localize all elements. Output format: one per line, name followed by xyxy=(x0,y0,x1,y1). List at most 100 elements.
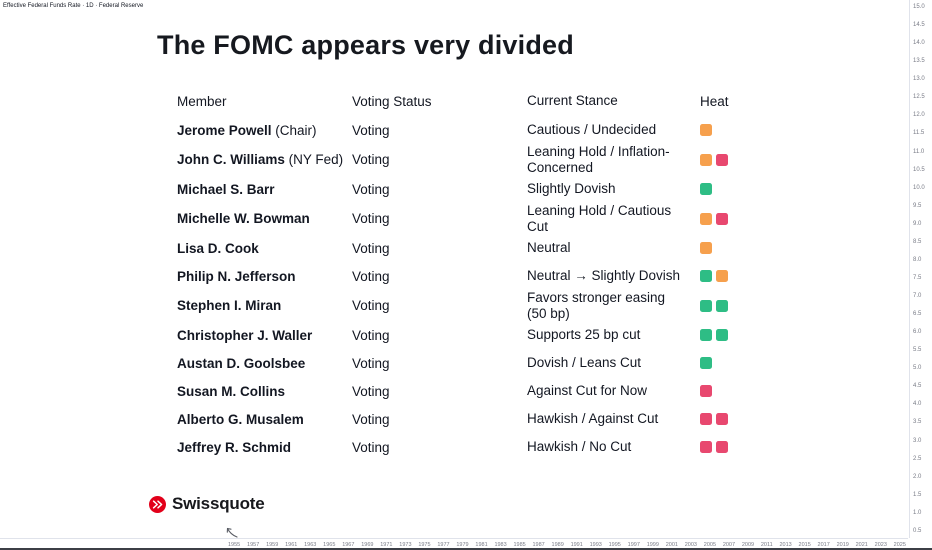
time-axis[interactable]: 1955 1957 1959 1961 1963 1965 1967 1969 1971 1973… xyxy=(0,538,908,550)
member-suffix: (NY Fed) xyxy=(284,152,344,168)
header-current-stance: Current Stance xyxy=(527,93,618,109)
member-cell: Austan D. Goolsbee xyxy=(177,356,352,371)
time-axis-label: 1987 xyxy=(532,541,545,548)
member-name: Michelle W. Bowman xyxy=(177,211,310,227)
heat-square-orange xyxy=(700,153,712,166)
time-axis-label: 2021 xyxy=(855,541,868,548)
price-axis-label: 8.0 xyxy=(913,256,922,263)
member-cell: Lisa D. Cook xyxy=(177,241,352,256)
time-axis-label: 2025 xyxy=(893,541,906,548)
time-axis-label: 1975 xyxy=(418,541,431,548)
time-axis-label: 1983 xyxy=(494,541,507,548)
symbol-title: Effective Federal Funds Rate · 1D · Fede… xyxy=(3,3,144,9)
table-row: Michelle W. Bowman Voting Leaning Hold /… xyxy=(177,203,762,234)
current-stance: Against Cut for Now xyxy=(527,383,648,399)
time-axis-label: 1971 xyxy=(380,541,393,548)
heat-cells xyxy=(700,385,712,398)
heat-square-green xyxy=(716,329,728,342)
heat-square-green xyxy=(716,299,728,312)
voting-status: Voting xyxy=(352,327,390,343)
heat-square-orange xyxy=(700,124,712,136)
time-axis-label: 1961 xyxy=(285,541,298,548)
heat-cells xyxy=(700,357,712,370)
time-axis-label: 2003 xyxy=(684,541,697,548)
time-axis-label: 1981 xyxy=(475,541,488,548)
heat-square-pink xyxy=(716,441,728,454)
voting-status: Voting xyxy=(352,411,390,427)
member-cell: Philip N. Jefferson xyxy=(177,269,352,284)
heat-square-green xyxy=(700,357,712,370)
price-axis-label: 8.5 xyxy=(913,238,922,245)
price-axis[interactable]: 15.0 14.5 14.0 13.5 13.0 12.5 12.0 11.5 11.0 10.5… xyxy=(909,0,932,538)
heat-cells xyxy=(700,329,728,342)
heat-square-orange xyxy=(700,242,712,255)
time-axis-label: 2005 xyxy=(703,541,717,548)
heat-cells xyxy=(700,183,712,196)
price-axis-label: 12.0 xyxy=(913,112,925,119)
table-row: Michael S. Barr Voting Slightly Dovish xyxy=(177,175,762,203)
time-axis-label: 1995 xyxy=(608,541,621,548)
heat-square-green xyxy=(700,299,712,312)
member-name: Michael S. Barr xyxy=(177,181,275,197)
member-name: Philip N. Jefferson xyxy=(177,268,296,284)
fomc-table: Member Voting Status Current Stance Heat… xyxy=(177,88,762,461)
price-axis-label: 7.5 xyxy=(913,274,922,281)
price-axis-label: 0.5 xyxy=(913,527,922,534)
price-axis-label: 6.5 xyxy=(913,311,922,318)
time-axis-label: 2011 xyxy=(760,541,773,548)
price-axis-label: 1.5 xyxy=(913,491,922,498)
member-cell: Christopher J. Waller xyxy=(177,328,352,343)
table-row: Lisa D. Cook Voting Neutral xyxy=(177,234,762,262)
time-axis-label: 1965 xyxy=(323,541,336,548)
heat-square-pink xyxy=(700,413,712,426)
swissquote-logo-icon xyxy=(149,495,166,513)
member-suffix: (Chair) xyxy=(271,122,317,138)
time-axis-label: 1963 xyxy=(304,541,317,548)
time-axis-label: 1973 xyxy=(399,541,412,548)
price-axis-label: 9.0 xyxy=(913,220,922,227)
price-axis-label: 3.5 xyxy=(913,419,922,426)
time-axis-label: 2019 xyxy=(836,541,849,548)
voting-status: Voting xyxy=(352,298,390,314)
current-stance: Favors stronger easing (50 bp) xyxy=(527,290,666,321)
heat-square-pink xyxy=(700,385,712,398)
member-name: Susan M. Collins xyxy=(177,383,286,399)
member-cell: Alberto G. Musalem xyxy=(177,412,352,427)
heat-square-pink xyxy=(700,441,712,454)
time-axis-label: 2017 xyxy=(817,541,830,548)
heat-square-green xyxy=(700,329,712,342)
time-axis-labels: 1955 1957 1959 1961 1963 1965 1967 1969 1971 1973… xyxy=(228,539,906,550)
member-cell: Michael S. Barr xyxy=(177,182,352,197)
heat-cells xyxy=(700,153,728,166)
member-name: Lisa D. Cook xyxy=(177,240,259,256)
time-axis-label: 1977 xyxy=(437,541,450,548)
member-cell: Stephen I. Miran xyxy=(177,298,352,313)
member-name: Jeffrey R. Schmid xyxy=(177,439,292,455)
heat-cells xyxy=(700,242,712,255)
member-cell: Michelle W. Bowman xyxy=(177,211,352,226)
voting-status: Voting xyxy=(352,268,390,284)
price-axis-label: 12.5 xyxy=(913,94,925,101)
voting-status: Voting xyxy=(352,439,390,455)
price-axis-label: 13.5 xyxy=(913,58,925,65)
voting-status: Voting xyxy=(352,152,390,168)
current-stance: Dovish / Leans Cut xyxy=(527,355,642,371)
table-row: Jeffrey R. Schmid Voting Hawkish / No Cu… xyxy=(177,433,762,461)
price-axis-label: 11.5 xyxy=(913,130,925,137)
table-body: Jerome Powell (Chair) Voting Cautious / … xyxy=(177,116,762,461)
time-axis-label: 2007 xyxy=(722,541,736,548)
time-axis-label: 1967 xyxy=(342,541,355,548)
table-row: Jerome Powell (Chair) Voting Cautious / … xyxy=(177,116,762,144)
price-axis-label: 5.0 xyxy=(913,365,922,372)
table-header-row: Member Voting Status Current Stance Heat xyxy=(177,88,762,114)
time-axis-label: 1991 xyxy=(570,541,583,548)
price-axis-label: 10.0 xyxy=(913,184,925,191)
price-axis-label: 1.0 xyxy=(913,509,922,516)
member-name: Alberto G. Musalem xyxy=(177,411,304,427)
current-stance: Cautious / Undecided xyxy=(527,122,657,138)
swissquote-label: Swissquote xyxy=(172,494,265,513)
voting-status: Voting xyxy=(352,383,390,399)
time-axis-label: 2009 xyxy=(741,541,755,548)
current-stance: Hawkish / Against Cut xyxy=(527,411,659,427)
voting-status: Voting xyxy=(352,181,390,197)
